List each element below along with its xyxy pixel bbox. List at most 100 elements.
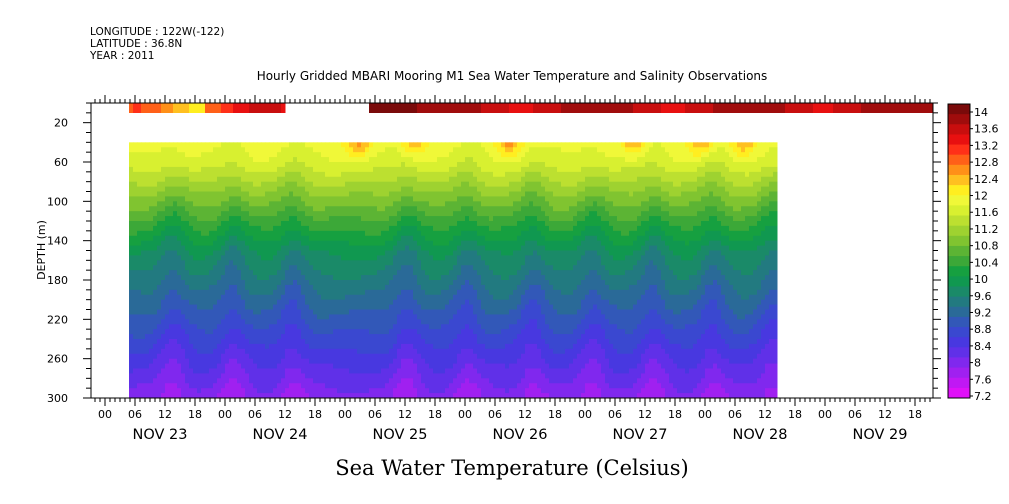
heatmap-cell <box>353 348 358 355</box>
heatmap-cell <box>437 299 442 306</box>
heatmap-cell <box>153 373 158 379</box>
heatmap-cell <box>509 289 514 296</box>
heatmap-cell <box>401 368 406 374</box>
heatmap-cell <box>393 225 398 232</box>
heatmap-cell <box>145 152 150 158</box>
heatmap-cell <box>281 299 286 306</box>
heatmap-cell <box>253 265 258 271</box>
heatmap-cell <box>265 235 270 242</box>
heatmap-cell <box>509 260 514 266</box>
heatmap-cell <box>129 265 134 271</box>
heatmap-cell <box>225 191 230 197</box>
heatmap-cell <box>129 181 134 188</box>
heatmap-cell <box>293 206 298 212</box>
heatmap-cell <box>305 368 310 374</box>
heatmap-cell <box>389 142 394 148</box>
heatmap-cell <box>509 348 514 355</box>
heatmap-cell <box>489 265 494 271</box>
heatmap-cell <box>185 368 190 374</box>
heatmap-cell <box>313 393 318 398</box>
heatmap-cell <box>401 225 406 232</box>
heatmap-cell <box>345 280 350 286</box>
heatmap-cell <box>305 334 310 340</box>
heatmap-cell <box>469 329 474 335</box>
heatmap-cell <box>341 353 346 360</box>
heatmap-cell <box>493 171 498 178</box>
heatmap-cell <box>373 314 378 320</box>
heatmap-cell <box>221 260 226 266</box>
heatmap-cell <box>217 373 222 379</box>
heatmap-cell <box>441 373 446 379</box>
heatmap-cell <box>169 270 174 276</box>
heatmap-cell <box>421 314 426 320</box>
heatmap-cell <box>233 176 238 183</box>
heatmap-cell <box>305 289 310 296</box>
heatmap-cell <box>417 240 422 247</box>
heatmap-cell <box>345 152 350 158</box>
heatmap-cell <box>177 388 182 394</box>
heatmap-cell <box>449 270 454 276</box>
heatmap-cell <box>425 191 430 197</box>
heatmap-cell <box>409 245 414 251</box>
heatmap-cell <box>481 196 486 202</box>
heatmap-cell <box>201 383 206 389</box>
heatmap-cell <box>389 211 394 217</box>
heatmap-cell <box>149 265 154 271</box>
heatmap-cell <box>281 329 286 335</box>
heatmap-cell <box>177 157 182 163</box>
heatmap-cell <box>333 157 338 163</box>
heatmap-cell <box>369 383 374 389</box>
heatmap-cell <box>301 230 306 237</box>
heatmap-cell <box>165 230 170 237</box>
heatmap-cell <box>281 255 286 261</box>
heatmap-cell <box>169 201 174 207</box>
heatmap-cell <box>285 157 290 163</box>
heatmap-cell <box>289 339 294 345</box>
heatmap-cell <box>301 358 306 365</box>
heatmap-cell <box>161 334 166 340</box>
heatmap-cell <box>313 280 318 286</box>
heatmap-cell <box>253 166 258 173</box>
heatmap-cell <box>245 191 250 197</box>
heatmap-cell <box>385 201 390 207</box>
heatmap-cell <box>465 324 470 330</box>
heatmap-cell <box>401 181 406 188</box>
heatmap-cell <box>237 166 242 173</box>
heatmap-cell <box>329 230 334 237</box>
heatmap-cell <box>133 393 138 398</box>
heatmap-cell <box>261 339 266 345</box>
heatmap-cell <box>401 358 406 365</box>
heatmap-cell <box>325 225 330 232</box>
heatmap-cell <box>197 235 202 242</box>
heatmap-cell <box>445 348 450 355</box>
heatmap-cell <box>425 339 430 345</box>
heatmap-cell <box>129 388 134 394</box>
heatmap-cell <box>433 358 438 365</box>
heatmap-cell <box>241 166 246 173</box>
heatmap-cell <box>357 245 362 251</box>
heatmap-cell <box>237 309 242 315</box>
heatmap-cell <box>417 373 422 379</box>
heatmap-cell <box>265 166 270 173</box>
heatmap-cell <box>421 284 426 291</box>
heatmap-cell <box>277 373 282 379</box>
heatmap-cell <box>445 201 450 207</box>
heatmap-cell <box>453 162 458 168</box>
heatmap-cell <box>441 280 446 286</box>
heatmap-cell <box>217 339 222 345</box>
heatmap-cell <box>233 181 238 188</box>
heatmap-cell <box>345 221 350 227</box>
heatmap-cell <box>369 240 374 247</box>
heatmap-cell <box>485 319 490 325</box>
heatmap-cell <box>137 348 142 355</box>
heatmap-cell <box>189 171 194 178</box>
heatmap-cell <box>241 299 246 306</box>
heatmap-cell <box>429 265 434 271</box>
heatmap-cell <box>353 388 358 394</box>
heatmap-cell <box>409 314 414 320</box>
heatmap-cell <box>361 329 366 335</box>
heatmap-cell <box>449 250 454 256</box>
heatmap-cell <box>497 339 502 345</box>
heatmap-cell <box>469 176 474 183</box>
heatmap-cell <box>205 324 210 330</box>
